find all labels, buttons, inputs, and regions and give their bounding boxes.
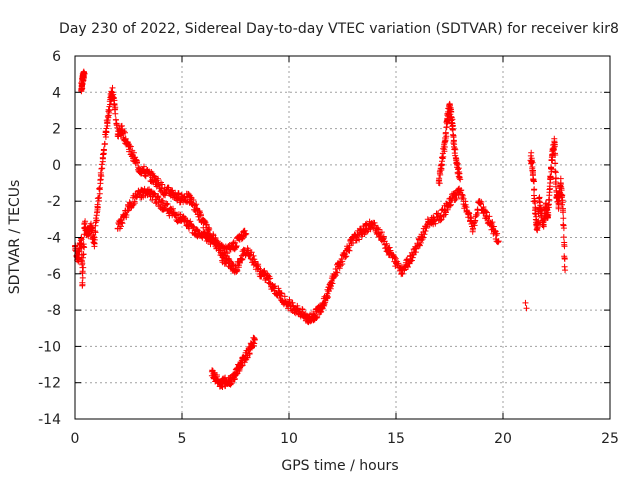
grid-lines	[75, 56, 610, 419]
series-density-early-spike	[78, 68, 88, 95]
series-density-secondary-track	[114, 185, 249, 260]
series-main-track: (0, -4.5)(0.15, -5.2)(0.3, -4)(0.35, -6.…	[72, 84, 502, 326]
y-axis-label: SDTVAR / TECUs	[7, 180, 23, 295]
x-tick-label: 5	[178, 431, 187, 447]
data-points: (0, -4.5)(0.15, -5.2)(0.3, -4)(0.35, -6.…	[72, 68, 569, 390]
series-isolated: (21.05, -7.6)(21.1, -7.9)	[522, 299, 530, 312]
x-tick-label: 15	[387, 431, 405, 447]
x-tick-label: 0	[71, 431, 80, 447]
series-density-peak-17h	[435, 100, 463, 187]
series-density-late-cluster	[527, 135, 568, 270]
axis-ticks: 0 5 10 15 20 25 -14 -12 -10 -8 -6 -4 -2 0 2 4 6	[38, 49, 619, 447]
y-tick-label: -8	[47, 303, 61, 319]
y-tick-label: 2	[52, 122, 61, 138]
x-tick-label: 25	[601, 431, 619, 447]
data-point: (21.05, -7.6)	[522, 299, 529, 306]
series-late-cluster: (21.3, 0.5)(21.4, -0.4)(21.5, -2.5)(21.6…	[527, 135, 569, 274]
y-tick-label: -12	[38, 376, 61, 392]
x-axis-label: GPS time / hours	[281, 458, 398, 474]
y-tick-label: 6	[52, 49, 61, 65]
series-low-track: (6.4, -11.4)(6.6, -11.8)(6.8, -12)(7, -1…	[208, 334, 258, 390]
series-secondary-track: (2, -3.5)(2.3, -2.8)(2.6, -2.2)(2.9, -1.…	[114, 185, 250, 260]
y-tick-label: -4	[47, 231, 61, 247]
y-tick-label: -6	[47, 267, 61, 283]
series-early-spike: (0.3, 4.2)(0.33, 4.5)(0.36, 4.7)(0.4, 4.…	[78, 68, 88, 95]
y-tick-label: -10	[38, 339, 61, 355]
x-tick-label: 20	[494, 431, 512, 447]
x-tick-label: 10	[280, 431, 298, 447]
chart-title: Day 230 of 2022, Sidereal Day-to-day VTE…	[59, 21, 619, 37]
y-tick-label: -2	[47, 194, 61, 210]
y-tick-label: -14	[38, 412, 61, 428]
data-point: (21.1, -7.9)	[523, 305, 530, 312]
y-tick-label: 4	[52, 85, 61, 101]
series-density-low-track	[208, 334, 258, 390]
series-peak-17h: (17, -1)(17.15, 0.2)(17.3, 1.3)(17.4, 2.…	[435, 100, 464, 187]
y-tick-label: 0	[52, 158, 61, 174]
